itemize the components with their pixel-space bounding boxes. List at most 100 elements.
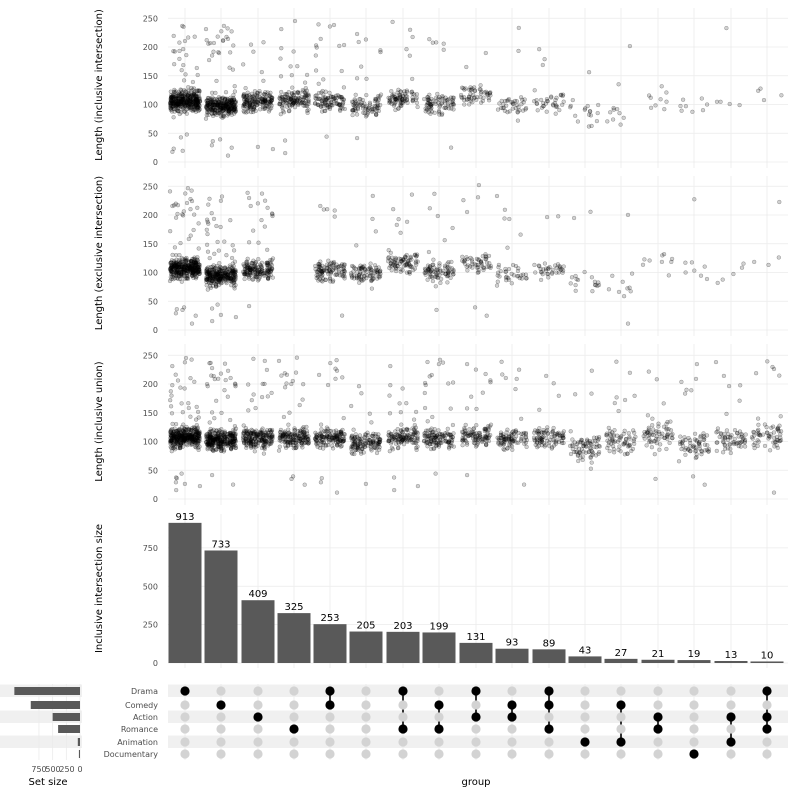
- data-point: [256, 240, 261, 245]
- data-point: [331, 22, 337, 28]
- data-point: [355, 76, 360, 81]
- data-point: [405, 219, 410, 224]
- data-point: [291, 434, 296, 439]
- data-point: [210, 306, 215, 311]
- data-point: [177, 99, 182, 104]
- data-point: [449, 145, 454, 150]
- data-point: [690, 109, 695, 114]
- data-point: [173, 311, 178, 316]
- data-point: [228, 50, 233, 55]
- data-point: [427, 37, 432, 42]
- data-point: [181, 24, 186, 29]
- data-point: [281, 414, 286, 420]
- data-point: [356, 39, 361, 45]
- data-point: [355, 136, 360, 141]
- data-point: [197, 107, 202, 112]
- data-point: [246, 408, 251, 413]
- data-point: [407, 270, 412, 275]
- data-point: [185, 98, 190, 103]
- data-point: [177, 101, 182, 107]
- data-point: [265, 104, 270, 109]
- data-point: [249, 398, 254, 403]
- data-point: [519, 102, 524, 107]
- data-point: [404, 88, 409, 93]
- data-point: [545, 431, 550, 436]
- data-point: [441, 41, 446, 46]
- data-point: [174, 253, 179, 258]
- data-point: [168, 101, 173, 106]
- data-point: [440, 360, 446, 365]
- data-point: [181, 268, 186, 273]
- data-point: [434, 95, 439, 100]
- data-point: [700, 108, 706, 113]
- data-point: [175, 108, 180, 113]
- data-point: [479, 100, 484, 105]
- data-point: [179, 101, 184, 106]
- data-point: [460, 254, 465, 259]
- data-point: [170, 99, 175, 104]
- data-point: [313, 101, 318, 106]
- data-point: [169, 105, 174, 110]
- data-point: [484, 313, 489, 318]
- data-point: [194, 102, 199, 108]
- data-point: [410, 426, 415, 431]
- data-point: [539, 437, 545, 442]
- data-point: [211, 283, 216, 288]
- data-point: [217, 428, 222, 433]
- data-point: [615, 106, 620, 112]
- data-point: [186, 236, 191, 242]
- data-point: [390, 255, 395, 260]
- data-point: [176, 101, 181, 107]
- data-point: [176, 93, 181, 98]
- data-point: [451, 444, 456, 449]
- data-point: [171, 95, 176, 100]
- data-point: [544, 435, 549, 440]
- data-point: [188, 259, 194, 264]
- data-point: [324, 425, 329, 430]
- data-point: [523, 272, 528, 277]
- y-axis-title: Length (exclusive intersection): [94, 176, 105, 330]
- data-point: [569, 275, 575, 280]
- data-point: [176, 101, 181, 106]
- data-point: [228, 433, 233, 438]
- data-point: [179, 271, 184, 277]
- data-point: [242, 435, 247, 440]
- data-point: [181, 213, 186, 218]
- data-point: [193, 100, 198, 105]
- data-point: [168, 102, 173, 107]
- data-point: [283, 138, 288, 143]
- data-point: [216, 103, 221, 108]
- data-point: [172, 102, 177, 107]
- data-point: [646, 93, 652, 98]
- data-point: [197, 444, 202, 449]
- data-point: [219, 446, 224, 451]
- data-point: [191, 107, 196, 112]
- data-point: [620, 279, 625, 284]
- data-point: [224, 100, 229, 105]
- data-point: [447, 432, 452, 437]
- data-point: [173, 96, 178, 101]
- data-point: [241, 431, 247, 436]
- data-point: [188, 105, 193, 110]
- data-point: [179, 401, 184, 406]
- data-point: [334, 443, 340, 448]
- data-point: [174, 98, 179, 103]
- data-point: [193, 93, 198, 98]
- data-point: [434, 40, 439, 45]
- data-point: [189, 102, 194, 107]
- data-point: [504, 269, 509, 274]
- data-point: [247, 195, 252, 201]
- data-point: [777, 199, 782, 205]
- data-point: [269, 266, 274, 271]
- data-point: [586, 124, 591, 129]
- data-point: [542, 261, 547, 266]
- data-point: [556, 270, 561, 275]
- data-point: [170, 149, 175, 154]
- data-point: [501, 102, 506, 107]
- data-point: [430, 414, 435, 420]
- data-point: [468, 432, 473, 438]
- data-point: [431, 446, 436, 451]
- data-point: [221, 104, 227, 109]
- data-point: [170, 266, 175, 271]
- data-point: [187, 101, 192, 106]
